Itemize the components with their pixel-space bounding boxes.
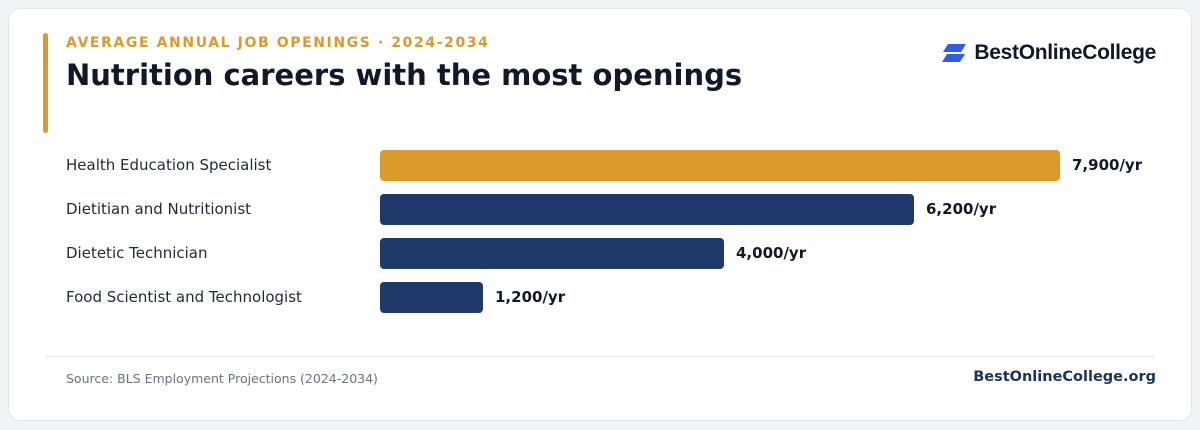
bar xyxy=(380,281,483,313)
site-link[interactable]: BestOnlineCollege.org xyxy=(973,369,1156,385)
bar xyxy=(380,237,724,269)
category-label: Dietitian and Nutritionist xyxy=(66,200,252,218)
value-label: 7,900/yr xyxy=(1072,156,1143,174)
footer-divider xyxy=(44,356,1156,357)
value-label: 6,200/yr xyxy=(926,200,997,218)
chart-eyebrow: AVERAGE ANNUAL JOB OPENINGS · 2024-2034 xyxy=(66,35,490,51)
accent-bar xyxy=(43,33,48,133)
source-note: Source: BLS Employment Projections (2024… xyxy=(66,371,378,386)
bar xyxy=(380,149,1060,181)
chart-title: Nutrition careers with the most openings xyxy=(66,58,743,92)
category-label: Dietetic Technician xyxy=(66,244,208,262)
brand-name: BestOnlineCollege xyxy=(974,41,1156,64)
value-label: 4,000/yr xyxy=(736,244,807,262)
brand-logo[interactable]: BestOnlineCollege xyxy=(942,41,1156,64)
category-label: Food Scientist and Technologist xyxy=(66,288,302,306)
category-label: Health Education Specialist xyxy=(66,156,272,174)
value-label: 1,200/yr xyxy=(495,288,566,306)
bar xyxy=(380,193,914,225)
stacked-parallelogram-logo-icon xyxy=(942,44,967,62)
